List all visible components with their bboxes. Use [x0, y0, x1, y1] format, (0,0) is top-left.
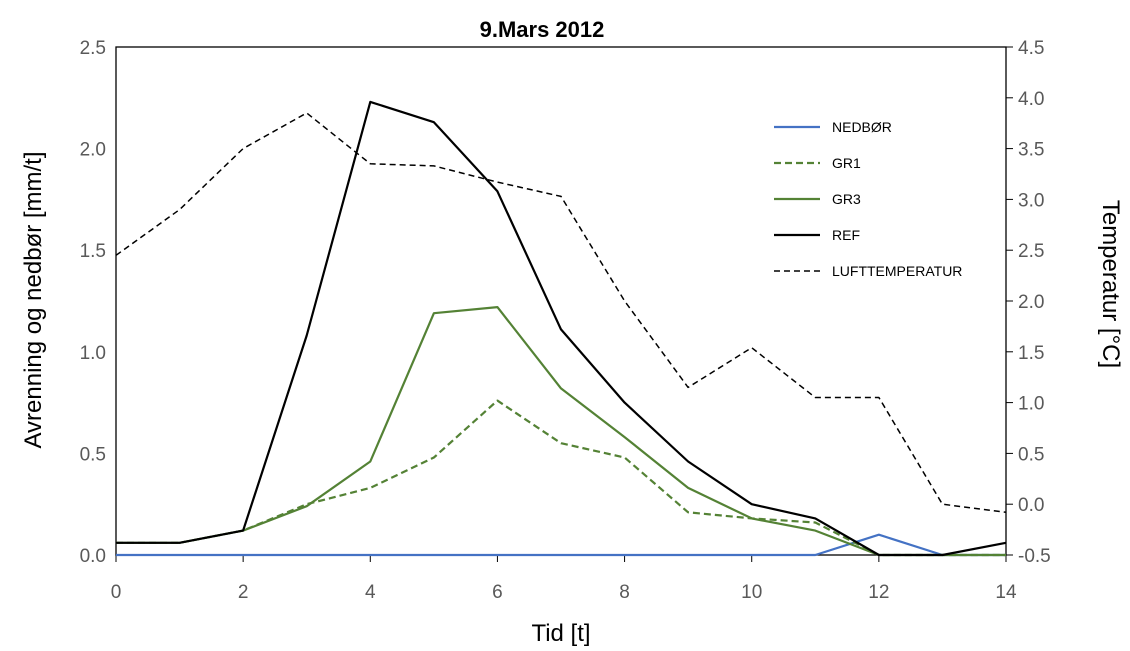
legend-label: NEDBØR [832, 119, 892, 135]
y-tick-label: 2.0 [80, 140, 106, 161]
series-line-ref [116, 100, 1007, 557]
series-line-lufttemperatur [115, 112, 1007, 514]
y2-tick-label: 1.0 [1018, 394, 1044, 415]
y2-tick-label: -0.5 [1018, 546, 1051, 567]
legend-label: GR1 [832, 155, 861, 171]
y2-tick-label: 2.0 [1018, 292, 1044, 313]
x-tick-label: 8 [619, 582, 630, 603]
x-tick-label: 0 [111, 582, 122, 603]
y2-tick-label: 0.0 [1018, 495, 1044, 516]
y-tick-label: 2.5 [80, 38, 106, 59]
y2-axis-ticks: -0.5 0.0 0.5 1.0 1.5 2.0 2.5 3.0 3.5 4.0 4.5 [1006, 38, 1051, 567]
x-tick-label: 12 [868, 582, 889, 603]
series-line-gr1 [116, 399, 1006, 557]
y2-tick-label: 3.0 [1018, 190, 1044, 211]
y2-tick-label: 4.5 [1018, 38, 1044, 59]
y2-axis-title: Temperatur [°C] [1097, 200, 1124, 368]
y-tick-label: 1.0 [80, 343, 106, 364]
x-tick-label: 14 [995, 582, 1017, 603]
x-tick-label: 10 [741, 582, 762, 603]
legend-label: LUFTTEMPERATUR [832, 263, 962, 279]
y2-tick-label: 3.5 [1018, 140, 1044, 161]
x-axis-title: Tid [t] [531, 620, 590, 647]
series-line-nedbør [116, 533, 1006, 557]
chart-title: 9.Mars 2012 [480, 17, 605, 42]
x-tick-label: 4 [365, 582, 376, 603]
y-axis-title: Avrenning og nedbør [mm/t] [20, 151, 47, 448]
y-tick-label: 0.0 [80, 546, 106, 567]
legend: NEDBØR GR1 GR3 REF LUFTTEMPERATUR [774, 119, 962, 279]
y-tick-label: 1.5 [80, 241, 106, 262]
series-line-gr3 [116, 306, 1006, 557]
x-tick-label: 6 [492, 582, 503, 603]
y2-tick-label: 4.0 [1018, 89, 1044, 110]
y-tick-label: 0.5 [80, 444, 106, 465]
legend-label: GR3 [832, 191, 861, 207]
legend-label: REF [832, 227, 860, 243]
y-axis-ticks: 0.0 0.5 1.0 1.5 2.0 2.5 [80, 38, 106, 567]
y2-tick-label: 1.5 [1018, 343, 1044, 364]
series-layer [115, 100, 1007, 557]
y2-tick-label: 0.5 [1018, 444, 1044, 465]
x-tick-label: 2 [238, 582, 249, 603]
y2-tick-label: 2.5 [1018, 241, 1044, 262]
x-axis-ticks: 0 2 4 6 8 10 12 14 [111, 555, 1017, 603]
